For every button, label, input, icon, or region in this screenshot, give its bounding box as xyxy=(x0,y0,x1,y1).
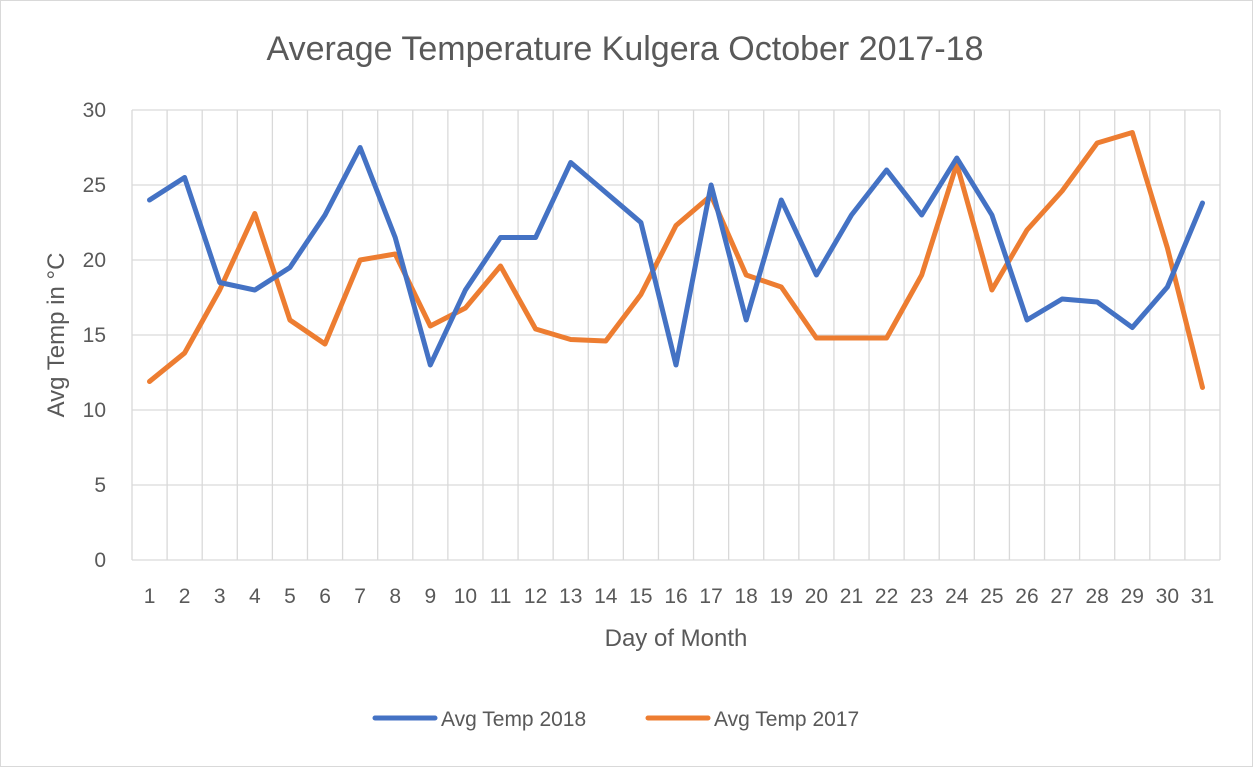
x-tick-label: 5 xyxy=(284,585,296,608)
x-tick-label: 19 xyxy=(770,585,793,608)
x-tick-label: 24 xyxy=(945,585,969,608)
x-axis-tick-labels: 1 2 3 4 5 6 7 8 9 10 11 12 13 14 15 16 17 18 19 20 21 22 23 24 2… xyxy=(144,585,1214,608)
x-tick-label: 18 xyxy=(735,585,758,608)
y-axis-tick-labels: 0 5 10 15 20 25 30 xyxy=(83,99,106,572)
x-tick-label: 3 xyxy=(214,585,226,608)
x-tick-label: 15 xyxy=(629,585,652,608)
y-tick-label: 25 xyxy=(83,174,106,197)
x-tick-label: 30 xyxy=(1156,585,1179,608)
x-tick-label: 17 xyxy=(699,585,722,608)
x-tick-label: 26 xyxy=(1015,585,1038,608)
y-tick-label: 0 xyxy=(94,549,106,572)
grid-lines xyxy=(131,109,1221,561)
x-tick-label: 6 xyxy=(319,585,331,608)
x-tick-label: 10 xyxy=(454,585,477,608)
x-tick-label: 22 xyxy=(875,585,898,608)
x-tick-label: 25 xyxy=(980,585,1003,608)
x-tick-label: 20 xyxy=(805,585,828,608)
x-tick-label: 12 xyxy=(524,585,547,608)
legend: Avg Temp 2018 Avg Temp 2017 xyxy=(372,708,859,731)
x-tick-label: 23 xyxy=(910,585,933,608)
y-tick-label: 10 xyxy=(83,399,106,422)
x-tick-label: 4 xyxy=(249,585,261,608)
x-tick-label: 8 xyxy=(389,585,401,608)
x-tick-label: 28 xyxy=(1085,585,1108,608)
x-tick-label: 21 xyxy=(840,585,863,608)
series-line-2 xyxy=(147,130,1205,390)
y-tick-label: 30 xyxy=(83,99,106,122)
x-tick-label: 7 xyxy=(354,585,366,608)
x-axis-label: Day of Month xyxy=(605,625,748,652)
legend-label-1: Avg Temp 2018 xyxy=(441,708,586,731)
x-tick-label: 16 xyxy=(664,585,687,608)
chart-title: Average Temperature Kulgera October 2017… xyxy=(267,30,984,68)
series-lines xyxy=(147,130,1205,390)
x-tick-label: 27 xyxy=(1050,585,1073,608)
x-tick-label: 31 xyxy=(1191,585,1214,608)
x-tick-label: 29 xyxy=(1121,585,1144,608)
x-tick-label: 1 xyxy=(144,585,156,608)
y-tick-label: 20 xyxy=(83,249,106,272)
x-tick-label: 11 xyxy=(490,585,512,608)
x-tick-label: 2 xyxy=(179,585,191,608)
y-axis-label: Avg Temp in °C xyxy=(43,253,70,418)
y-tick-label: 5 xyxy=(94,474,106,497)
series-line-1 xyxy=(147,145,1205,368)
x-tick-label: 9 xyxy=(424,585,436,608)
x-tick-label: 14 xyxy=(594,585,618,608)
legend-label-2: Avg Temp 2017 xyxy=(714,708,859,731)
x-tick-label: 13 xyxy=(559,585,582,608)
y-tick-label: 15 xyxy=(83,324,106,347)
